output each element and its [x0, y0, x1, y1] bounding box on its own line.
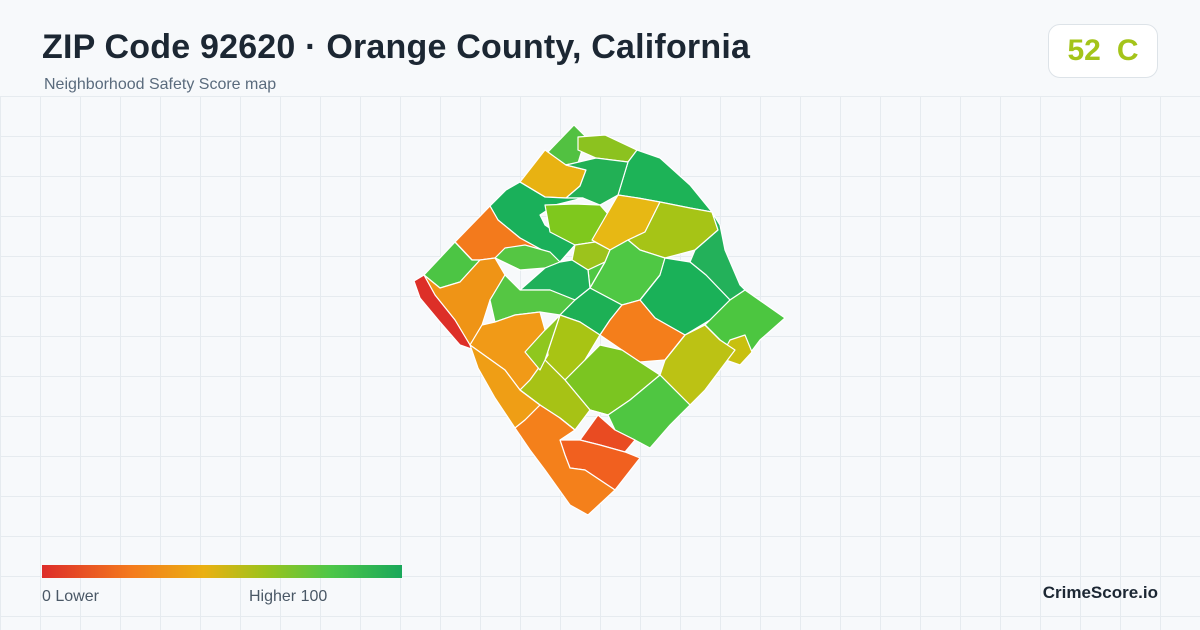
page-title: ZIP Code 92620 · Orange County, Californ… [42, 28, 751, 66]
page-subtitle: Neighborhood Safety Score map [44, 76, 277, 93]
region-west-light-green[interactable] [494, 244, 561, 271]
score-badge: 52 C [1048, 24, 1158, 78]
region-center-orange[interactable] [599, 299, 686, 363]
map-regions [413, 124, 786, 516]
brand-logo-text: CrimeScore.io [1042, 583, 1158, 602]
legend-min-label: 0 Lower [42, 588, 99, 605]
header-band [0, 0, 1200, 96]
region-north-mid-green[interactable] [565, 157, 629, 206]
score-value: 52 [1067, 34, 1101, 67]
score-grade: C [1116, 34, 1139, 67]
region-center-lime-small[interactable] [524, 314, 561, 371]
legend-max-label: Higher 100 [249, 588, 328, 605]
region-north-lime[interactable] [577, 134, 638, 163]
legend-gradient-bar [42, 565, 402, 578]
region-east-olive[interactable] [627, 201, 719, 259]
map-boundaries [454, 181, 721, 431]
region-south-tip[interactable] [514, 404, 616, 516]
